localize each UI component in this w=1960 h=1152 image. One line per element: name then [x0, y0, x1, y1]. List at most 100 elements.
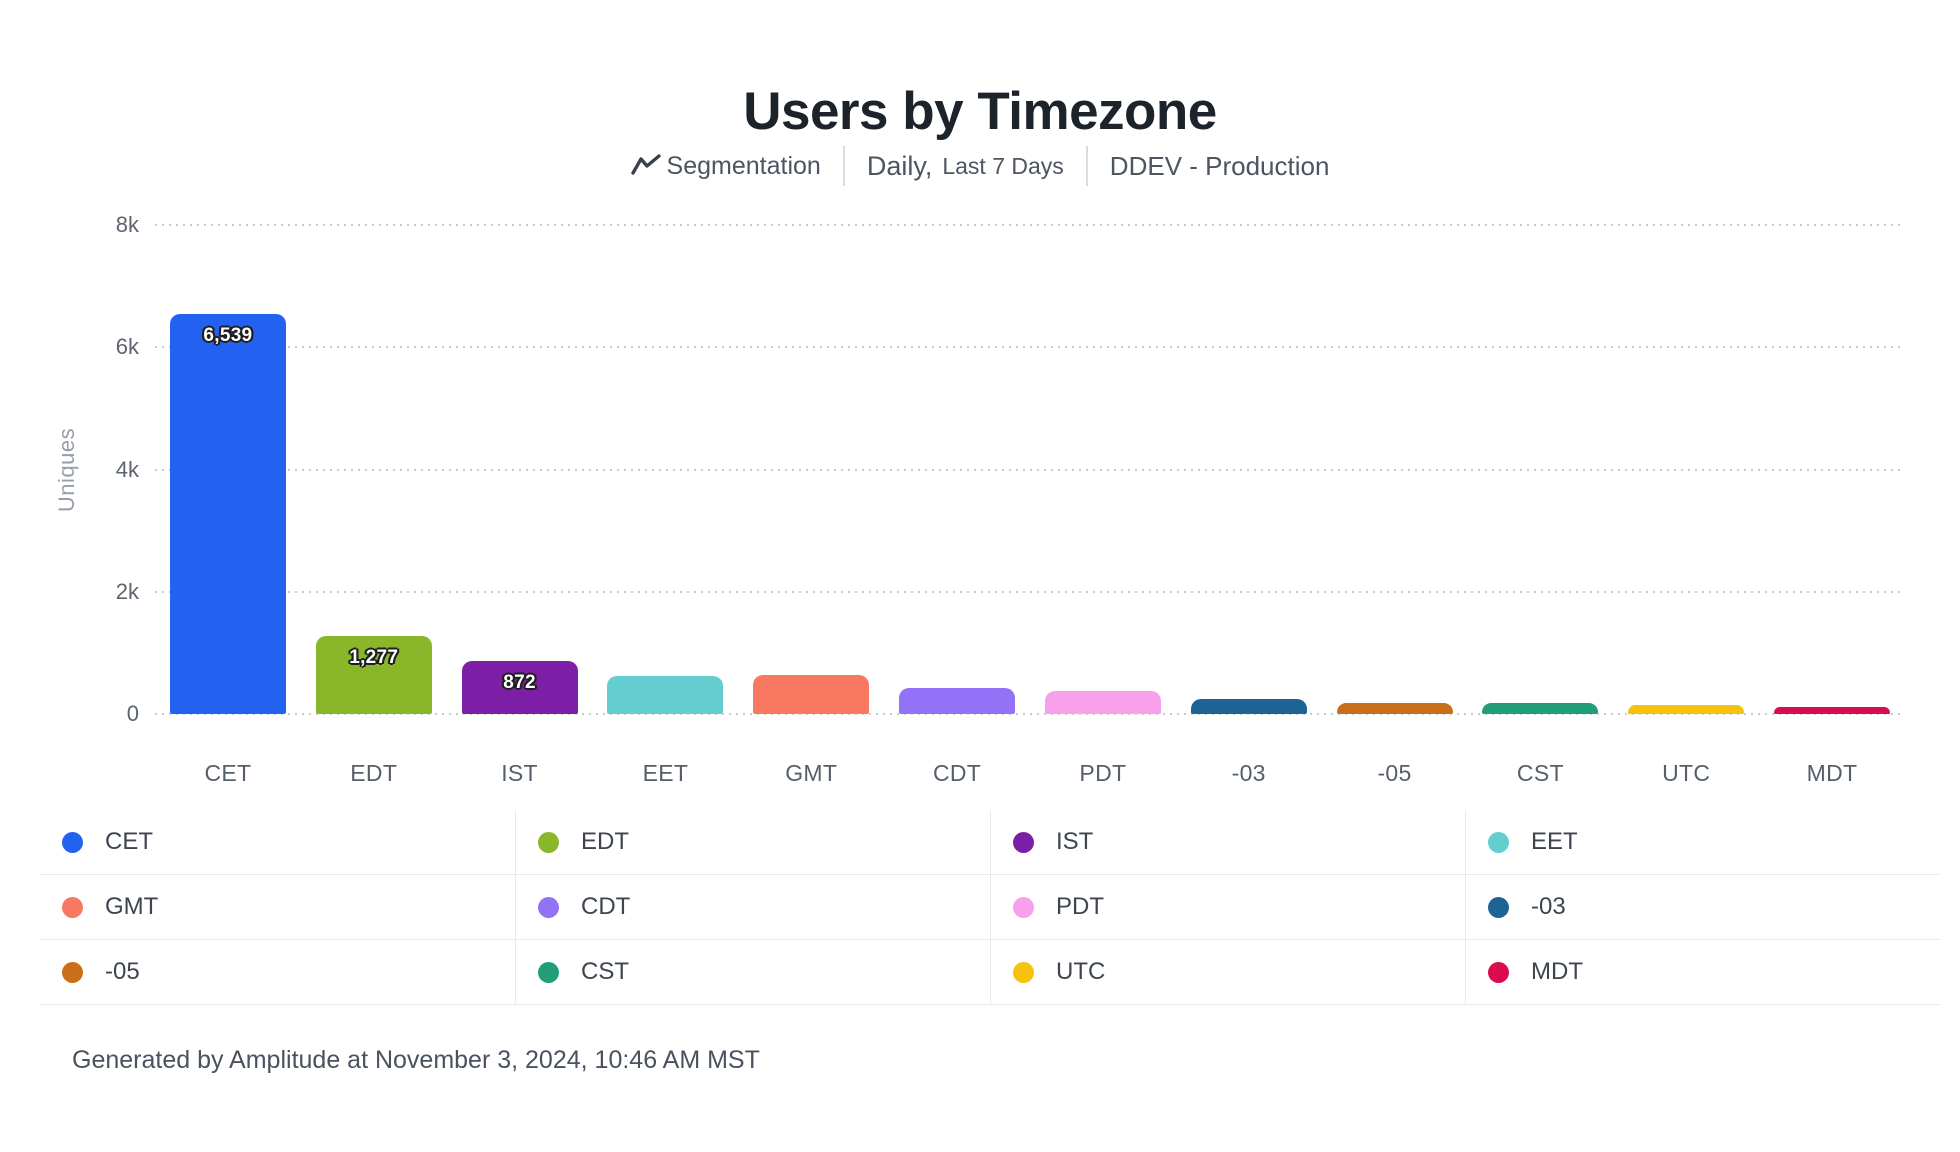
bar-value-label-CET: 6,539 [203, 325, 253, 347]
legend-label: EET [1531, 828, 1578, 855]
legend-label: UTC [1056, 958, 1106, 985]
legend-color-dot [1488, 961, 1509, 983]
bar-slot-CET: 6,539 [155, 225, 301, 714]
x-axis-label-PDT: PDT [1079, 760, 1127, 786]
legend-label: CST [581, 958, 629, 985]
x-axis-labels: CET EDT IST EET GMT CDT PDT -03 -05 CST UTC MDT [155, 760, 1905, 787]
x-axis-label--03: -03 [1231, 760, 1266, 786]
bar-slot-CST [1467, 225, 1613, 714]
bar-slot-MDT [1759, 225, 1905, 714]
y-tick-label-6k: 6k [115, 334, 139, 360]
bar-CST[interactable] [1482, 703, 1599, 714]
legend-label: EDT [581, 828, 629, 855]
subtitle-bar: Segmentation Daily, Last 7 Days DDEV - P… [0, 146, 1960, 186]
legend-color-dot [538, 961, 559, 983]
x-axis-label-CST: CST [1516, 760, 1564, 786]
legend-color-dot [1488, 831, 1509, 853]
y-tick-label-4k: 4k [115, 456, 139, 482]
segmentation-line-chart-icon [630, 154, 661, 175]
legend-color-dot [62, 896, 83, 918]
legend-item-CET[interactable]: CET [40, 810, 515, 875]
bar-value-label-IST: 872 [503, 671, 536, 693]
bar-MDT[interactable] [1774, 706, 1891, 714]
x-axis-label-IST: IST [501, 760, 538, 786]
bar-slot-EET [592, 225, 738, 714]
bar-value-label-EDT: 1,277 [349, 646, 399, 668]
bar-slot-CDT [884, 225, 1030, 714]
date-range-chip: Daily, Last 7 Days [867, 151, 1064, 182]
legend-label: MDT [1531, 958, 1583, 985]
legend-color-dot [1013, 831, 1034, 853]
x-axis-label-CET: CET [204, 760, 252, 786]
legend-item-GMT[interactable]: GMT [40, 875, 515, 940]
bar-EDT[interactable]: 1,277 [315, 635, 432, 714]
legend-label: PDT [1056, 893, 1104, 920]
legend-color-dot [62, 831, 83, 853]
footer-note: Generated by Amplitude at November 3, 20… [72, 1046, 760, 1074]
bar-EET[interactable] [607, 676, 724, 714]
legend-item-CDT[interactable]: CDT [515, 875, 990, 940]
bar-UTC[interactable] [1628, 704, 1745, 714]
x-axis-label-EDT: EDT [350, 760, 398, 786]
y-tick-label-8k: 8k [115, 212, 139, 237]
bar-slot-PDT [1030, 225, 1176, 714]
bar-CET[interactable]: 6,539 [169, 314, 286, 714]
subtitle-divider [1085, 146, 1088, 186]
legend-item-MDT[interactable]: MDT [1465, 940, 1940, 1005]
legend-label: -03 [1531, 893, 1566, 920]
bar-GMT[interactable] [753, 674, 870, 714]
y-tick-label-2k: 2k [115, 578, 139, 604]
bar--03[interactable] [1190, 699, 1307, 714]
bars-layer: 6,539 1,277 872 [155, 225, 1905, 714]
bar-slot--03 [1176, 225, 1322, 714]
legend-item-IST[interactable]: IST [990, 810, 1465, 875]
x-axis-label-EET: EET [642, 760, 689, 786]
interval-label: Daily, [866, 150, 933, 181]
legend-color-dot [62, 961, 83, 983]
legend-label: IST [1056, 828, 1094, 855]
bar-slot-UTC [1613, 225, 1759, 714]
legend-color-dot [538, 831, 559, 853]
x-axis-label--05: -05 [1377, 760, 1412, 786]
bar-slot-IST: 872 [447, 225, 593, 714]
bar-slot-EDT: 1,277 [301, 225, 447, 714]
legend-item-EET[interactable]: EET [1465, 810, 1940, 875]
subtitle-divider [842, 146, 845, 186]
legend-label: -05 [105, 958, 140, 985]
gridline-4k [155, 468, 1905, 471]
bar-PDT[interactable] [1044, 690, 1161, 714]
legend-item-UTC[interactable]: UTC [990, 940, 1465, 1005]
segmentation-label: Segmentation [666, 151, 821, 180]
gridline-6k [155, 346, 1905, 349]
legend-label: CET [105, 828, 153, 855]
legend-color-dot [538, 896, 559, 918]
x-axis-label-GMT: GMT [785, 760, 838, 786]
bar-slot-GMT [738, 225, 884, 714]
bar--05[interactable] [1336, 703, 1453, 714]
legend-color-dot [1013, 896, 1034, 918]
legend-item-PDT[interactable]: PDT [990, 875, 1465, 940]
legend-item-EDT[interactable]: EDT [515, 810, 990, 875]
legend-item-CST[interactable]: CST [515, 940, 990, 1005]
legend-color-dot [1488, 896, 1509, 918]
bar-slot--05 [1322, 225, 1468, 714]
x-axis-label-CDT: CDT [932, 760, 982, 786]
legend-label: GMT [105, 893, 159, 920]
bar-chart-plot-area: 0 2k 4k 6k 8k 6,539 1,277 872 [116, 212, 1905, 726]
legend-item--05[interactable]: -05 [40, 940, 515, 1005]
gridline-8k [155, 224, 1905, 226]
project-label: DDEV - Production [1109, 150, 1330, 181]
chart-legend: CET EDT IST EET GMT CDT PDT -03 -05 CST UTC MDT [40, 810, 1940, 1005]
gridline-2k [155, 590, 1905, 593]
y-axis-title: Uniques [54, 427, 79, 512]
range-label: Last 7 Days [942, 152, 1064, 179]
bar-CDT[interactable] [899, 687, 1016, 714]
segmentation-chip: Segmentation [630, 151, 821, 181]
bar-IST[interactable]: 872 [461, 660, 578, 714]
y-tick-label-0: 0 [126, 701, 139, 726]
page-title: Users by Timezone [743, 81, 1217, 141]
legend-item--03[interactable]: -03 [1465, 875, 1940, 940]
x-axis-label-MDT: MDT [1806, 760, 1858, 786]
legend-color-dot [1013, 961, 1034, 983]
legend-label: CDT [581, 893, 631, 920]
